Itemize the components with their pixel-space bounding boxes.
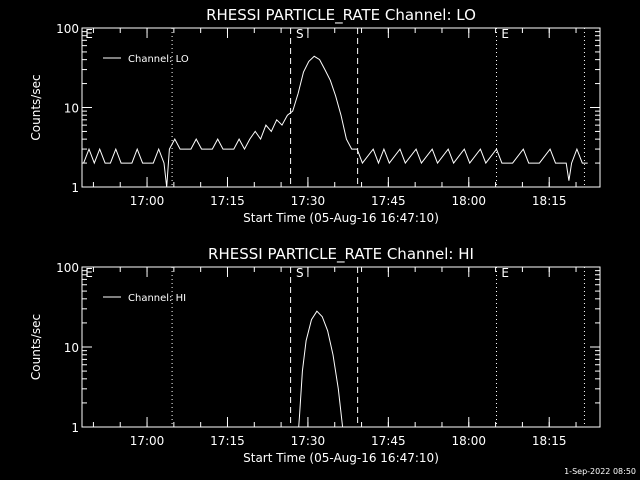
- flag-label: E: [85, 266, 93, 280]
- plot-frame: [81, 266, 601, 428]
- plot-frame: [81, 27, 601, 188]
- panel: RHESSI PARTICLE_RATE Channel: HI Counts/s…: [29, 245, 601, 465]
- flag-label: E: [501, 27, 509, 41]
- x-tick-label: 17:30: [291, 194, 326, 208]
- x-axis-label: Start Time (05-Aug-16 16:47:10): [243, 211, 439, 225]
- y-tick-label: 1: [71, 181, 79, 195]
- x-tick-label: 18:00: [451, 434, 486, 448]
- timestamp: 1-Sep-2022 08:50: [564, 467, 636, 476]
- data-line: [298, 310, 344, 427]
- x-tick-label: 18:00: [451, 194, 486, 208]
- legend-label: Channel: HI: [128, 293, 186, 304]
- y-tick-label: 10: [64, 341, 79, 355]
- flag-label: E: [85, 27, 93, 41]
- x-tick-label: 17:15: [210, 434, 245, 448]
- x-tick-label: 18:15: [532, 194, 567, 208]
- flag-label: S: [296, 27, 304, 41]
- y-axis-label: Counts/sec: [29, 74, 43, 140]
- y-tick-label: 10: [64, 102, 79, 116]
- flag-label: S: [296, 266, 304, 280]
- data-line: [83, 55, 588, 187]
- x-tick-label: 17:45: [371, 194, 406, 208]
- x-tick-label: 17:00: [130, 194, 165, 208]
- panel: RHESSI PARTICLE_RATE Channel: LO Counts/s…: [29, 6, 601, 225]
- y-tick-label: 1: [71, 421, 79, 435]
- chart-title: RHESSI PARTICLE_RATE Channel: LO: [206, 6, 476, 25]
- x-tick-label: 17:45: [371, 434, 406, 448]
- x-tick-label: 17:30: [291, 434, 326, 448]
- x-tick-label: 18:15: [532, 434, 567, 448]
- legend-label: Channel: LO: [128, 54, 189, 65]
- y-tick-label: 100: [56, 261, 79, 275]
- x-axis-label: Start Time (05-Aug-16 16:47:10): [243, 451, 439, 465]
- x-tick-label: 17:00: [130, 434, 165, 448]
- x-tick-label: 17:15: [210, 194, 245, 208]
- y-axis-label: Counts/sec: [29, 314, 43, 380]
- chart-title: RHESSI PARTICLE_RATE Channel: HI: [208, 245, 474, 264]
- y-tick-label: 100: [56, 22, 79, 36]
- flag-label: E: [501, 266, 509, 280]
